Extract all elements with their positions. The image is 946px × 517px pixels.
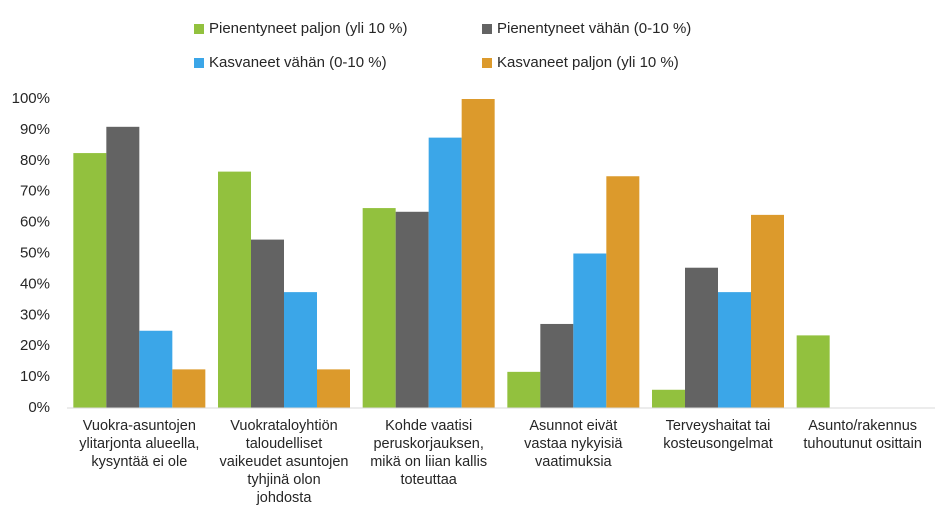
bar bbox=[251, 239, 284, 408]
legend-label: Pienentyneet vähän (0-10 %) bbox=[497, 20, 691, 37]
bar bbox=[606, 176, 640, 408]
x-tick-label: Terveyshaitat tai kosteusongelmat bbox=[663, 418, 773, 452]
bar bbox=[395, 211, 429, 408]
legend-label: Kasvaneet paljon (yli 10 %) bbox=[497, 54, 679, 71]
y-tick-label: 50% bbox=[20, 244, 50, 261]
y-tick-label: 100% bbox=[12, 90, 50, 107]
legend-swatch bbox=[194, 58, 204, 68]
bar bbox=[172, 369, 206, 408]
bar bbox=[540, 323, 574, 408]
legend-swatch bbox=[482, 24, 492, 34]
y-tick-label: 0% bbox=[28, 399, 50, 416]
bar bbox=[106, 126, 140, 408]
y-tick-label: 70% bbox=[20, 183, 50, 200]
x-tick-label: Vuokrataloyhtiön taloudelliset vaikeudet… bbox=[219, 418, 349, 506]
bar bbox=[573, 253, 607, 408]
y-tick-label: 60% bbox=[20, 214, 50, 231]
bar bbox=[796, 335, 830, 408]
x-tick-label: Asunnot eivät vastaa nykyisiä vaatimuksi… bbox=[524, 418, 623, 470]
legend-swatch bbox=[482, 58, 492, 68]
bar bbox=[317, 369, 350, 408]
bar bbox=[73, 153, 107, 408]
bar bbox=[218, 171, 251, 408]
bar bbox=[751, 214, 784, 408]
legend-label: Kasvaneet vähän (0-10 %) bbox=[209, 54, 387, 71]
bar bbox=[428, 137, 462, 408]
y-tick-label: 30% bbox=[20, 306, 50, 323]
bar bbox=[362, 208, 396, 408]
bar bbox=[652, 389, 685, 408]
y-tick-label: 40% bbox=[20, 275, 50, 292]
bar bbox=[284, 292, 317, 408]
y-tick-label: 20% bbox=[20, 337, 50, 354]
x-tick-label: Vuokra-asuntojen ylitarjonta alueella, k… bbox=[79, 418, 200, 470]
bar bbox=[507, 371, 541, 408]
y-tick-label: 10% bbox=[20, 368, 50, 385]
legend-label: Pienentyneet paljon (yli 10 %) bbox=[209, 20, 407, 37]
x-tick-label: Kohde vaatisi peruskorjauksen, mikä on l… bbox=[370, 418, 488, 488]
y-tick-label: 80% bbox=[20, 152, 50, 169]
bar bbox=[685, 267, 718, 408]
legend-swatch bbox=[194, 24, 204, 34]
x-tick-label: Asunto/rakennus tuhoutunut osittain bbox=[803, 418, 922, 452]
bar bbox=[461, 99, 495, 408]
y-tick-label: 90% bbox=[20, 121, 50, 138]
bar bbox=[718, 292, 751, 408]
bar bbox=[139, 330, 173, 408]
